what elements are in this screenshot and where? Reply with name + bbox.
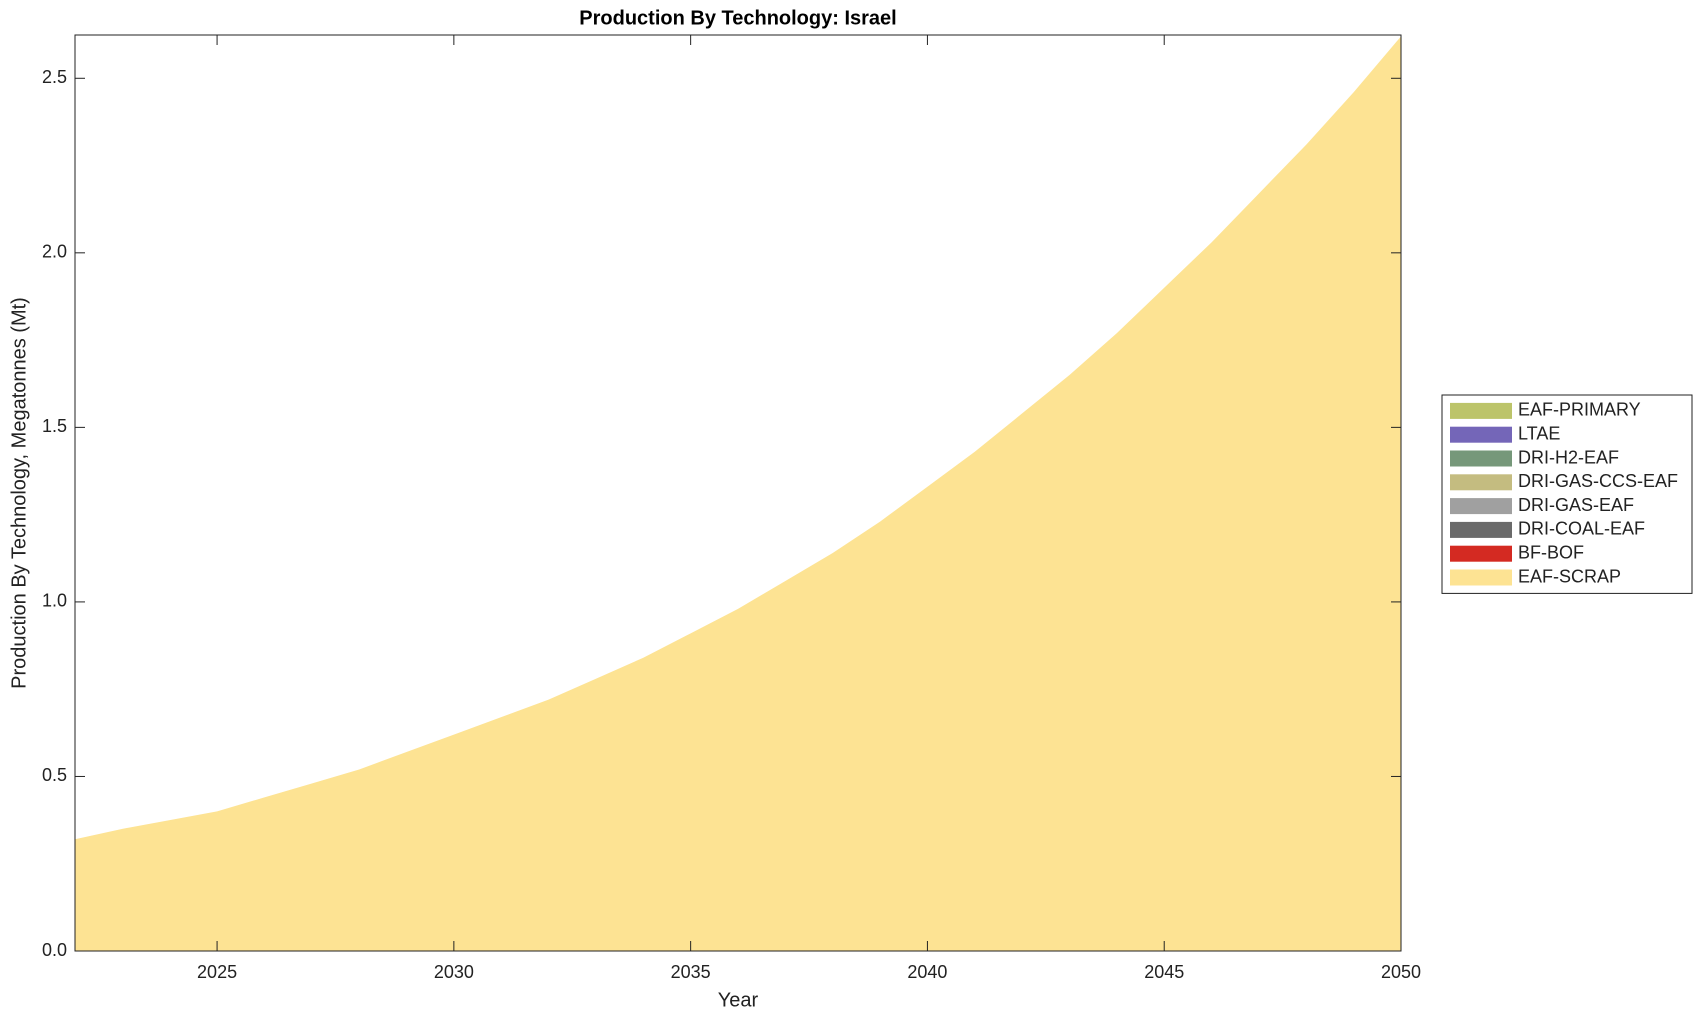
y-tick-label: 1.5	[42, 416, 67, 436]
legend-swatch	[1450, 569, 1512, 586]
area	[75, 36, 1401, 951]
legend-swatch	[1450, 498, 1512, 515]
legend-label: DRI-COAL-EAF	[1518, 519, 1645, 539]
x-tick-label: 2045	[1144, 962, 1184, 982]
x-tick-label: 2040	[907, 962, 947, 982]
x-axis-label: Year	[718, 989, 759, 1011]
legend-label: BF-BOF	[1518, 542, 1584, 562]
legend-swatch	[1450, 474, 1512, 491]
y-tick-label: 0.5	[42, 765, 67, 785]
legend-swatch	[1450, 402, 1512, 419]
legend-label: EAF-SCRAP	[1518, 566, 1621, 586]
legend-swatch	[1450, 426, 1512, 443]
legend-label: DRI-H2-EAF	[1518, 447, 1619, 467]
legend-swatch	[1450, 545, 1512, 562]
legend-swatch	[1450, 521, 1512, 538]
y-tick-label: 2.0	[42, 242, 67, 262]
legend-label: DRI-GAS-EAF	[1518, 495, 1634, 515]
x-tick-label: 2050	[1381, 962, 1421, 982]
y-tick-label: 1.0	[42, 591, 67, 611]
legend-label: DRI-GAS-CCS-EAF	[1518, 471, 1678, 491]
chart-title: Production By Technology: Israel	[579, 7, 896, 29]
legend-swatch	[1450, 450, 1512, 467]
y-axis-label: Production By Technology, Megatonnes (Mt…	[8, 297, 30, 689]
legend-label: EAF-PRIMARY	[1518, 400, 1641, 420]
y-tick-label: 2.5	[42, 67, 67, 87]
x-tick-label: 2025	[197, 962, 237, 982]
x-tick-label: 2035	[671, 962, 711, 982]
x-tick-label: 2030	[434, 962, 474, 982]
plot-frame	[74, 34, 1402, 952]
legend-label: LTAE	[1518, 423, 1560, 443]
y-tick-label: 0.0	[42, 940, 67, 960]
